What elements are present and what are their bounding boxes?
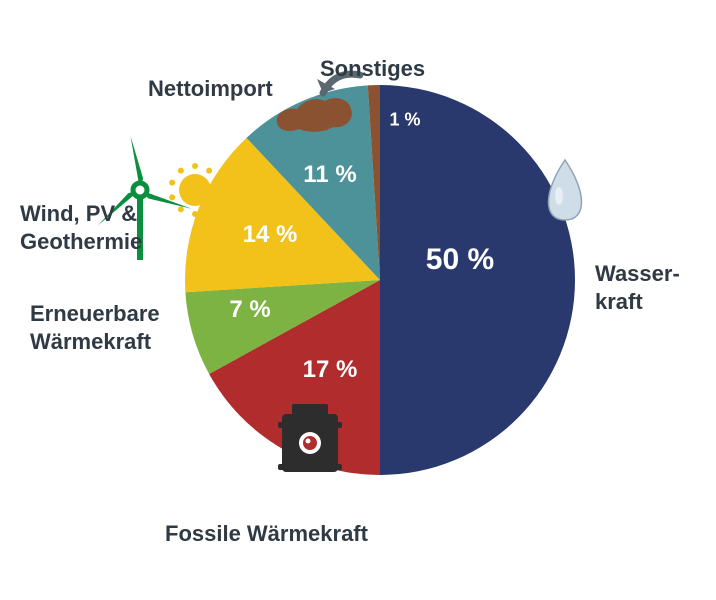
- pct-sonstiges: 1 %: [389, 110, 420, 131]
- slice-wasserkraft: [380, 85, 575, 475]
- label-wind-pv-geo: Wind, PV &Geothermie: [20, 200, 142, 255]
- label-nettoimport: Nettoimport: [148, 75, 273, 103]
- label-wasserkraft: Wasser-kraft: [595, 260, 680, 315]
- oil-barrel-icon: [278, 404, 342, 472]
- pct-wind-pv-geo: 14 %: [243, 221, 298, 249]
- pct-nettoimport: 11 %: [303, 161, 356, 189]
- energy-mix-pie-chart: 50 % 17 % 7 % 14 % 11 % 1 % Wasser-kraft…: [0, 0, 716, 600]
- pct-fossile: 17 %: [303, 356, 358, 384]
- label-sonstiges: Sonstiges: [320, 55, 425, 83]
- pct-erneuerbare: 7 %: [229, 296, 270, 324]
- water-drop-icon: [549, 160, 582, 220]
- pct-wasserkraft: 50 %: [426, 243, 494, 277]
- label-fossile: Fossile Wärmekraft: [165, 520, 368, 548]
- label-erneuerbare: ErneuerbareWärmekraft: [30, 300, 160, 355]
